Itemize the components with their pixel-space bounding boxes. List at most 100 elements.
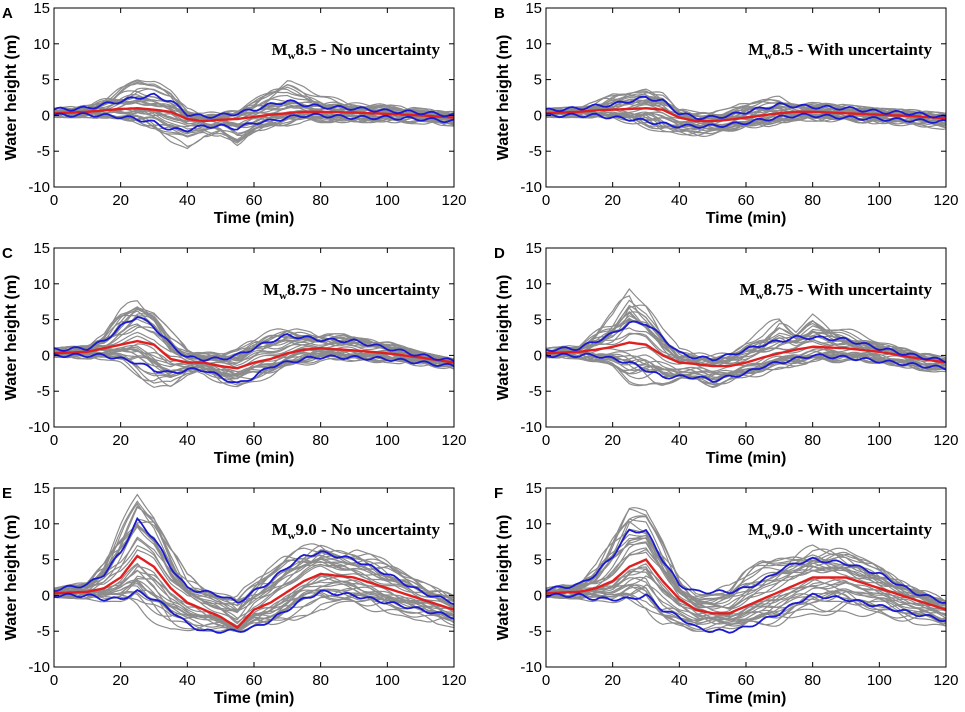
ensemble-line bbox=[54, 493, 454, 601]
y-tick-label: -10 bbox=[520, 659, 542, 676]
y-tick-label: -10 bbox=[28, 659, 50, 676]
upper-line bbox=[54, 516, 454, 606]
x-tick-label: 0 bbox=[50, 672, 58, 689]
median-line bbox=[54, 554, 454, 630]
panel-letter: D bbox=[494, 245, 505, 262]
x-tick-label: 60 bbox=[246, 192, 263, 209]
ensemble-line bbox=[546, 520, 946, 604]
panel-a: 0 20 40 60 80 100 120 15 10 5 0 -5 -10 Time (min) Wate… bbox=[2, 0, 467, 227]
x-tick-label: 60 bbox=[246, 432, 263, 449]
lower-line bbox=[54, 589, 454, 634]
y-axis-label: Water height (m) bbox=[3, 515, 20, 641]
y-tick-label: 0 bbox=[534, 587, 542, 604]
y-tick-label: 10 bbox=[33, 516, 50, 533]
plot-area bbox=[54, 493, 454, 634]
x-axis-label: Time (min) bbox=[214, 690, 295, 707]
upper-line bbox=[546, 95, 946, 121]
ensemble-line bbox=[546, 533, 946, 605]
x-tick-label: 80 bbox=[312, 432, 329, 449]
panel-letter: C bbox=[2, 245, 13, 262]
x-tick-label: 0 bbox=[542, 432, 550, 449]
ensemble-line bbox=[546, 568, 946, 618]
x-tick-label: 80 bbox=[312, 672, 329, 689]
panel-letter: A bbox=[2, 5, 13, 22]
x-tick-label: 60 bbox=[738, 432, 755, 449]
x-tick-label: 100 bbox=[375, 672, 400, 689]
ensemble-line bbox=[54, 79, 454, 116]
ensemble-line bbox=[546, 570, 946, 618]
upper-line bbox=[54, 92, 454, 119]
ensemble-line bbox=[54, 544, 454, 620]
ensemble-line bbox=[54, 523, 454, 621]
y-tick-label: 10 bbox=[33, 36, 50, 53]
lower-line bbox=[546, 352, 946, 383]
lower-line bbox=[546, 112, 946, 129]
plot-area bbox=[546, 288, 946, 389]
x-tick-label: 20 bbox=[604, 672, 621, 689]
ensemble-line bbox=[54, 351, 454, 384]
axes-frame bbox=[53, 247, 455, 428]
x-tick-label: 60 bbox=[246, 672, 263, 689]
ensemble-line bbox=[546, 304, 946, 360]
upper-line bbox=[546, 528, 946, 604]
ensemble-line bbox=[546, 566, 946, 620]
y-axis-label: Water height (m) bbox=[495, 275, 512, 401]
ensemble-line bbox=[54, 565, 454, 627]
ensemble-line bbox=[546, 88, 946, 120]
ensemble-line bbox=[54, 582, 454, 632]
panel-letter: F bbox=[494, 485, 503, 502]
y-tick-label: -10 bbox=[520, 179, 542, 196]
y-tick-label: 5 bbox=[534, 312, 542, 329]
x-tick-label: 0 bbox=[50, 192, 58, 209]
x-tick-label: 120 bbox=[933, 192, 958, 209]
ensemble-line bbox=[546, 534, 946, 603]
plot-area bbox=[546, 507, 946, 634]
y-tick-label: 15 bbox=[33, 240, 50, 257]
ensemble-line bbox=[546, 591, 946, 627]
lower-line bbox=[546, 592, 946, 634]
x-axis-label: Time (min) bbox=[214, 450, 295, 467]
x-tick-label: 100 bbox=[867, 192, 892, 209]
panel-letter: B bbox=[494, 5, 505, 22]
lower-line bbox=[54, 112, 454, 133]
y-tick-label: -5 bbox=[37, 623, 50, 640]
x-axis-label: Time (min) bbox=[706, 450, 787, 467]
y-tick-label: -5 bbox=[529, 383, 542, 400]
x-tick-label: 40 bbox=[671, 672, 688, 689]
panel-title: Mw9.0 - With uncertainty bbox=[748, 520, 932, 542]
y-tick-label: 5 bbox=[534, 552, 542, 569]
y-tick-label: -10 bbox=[28, 419, 50, 436]
x-tick-label: 80 bbox=[804, 672, 821, 689]
panel-title: Mw8.5 - No uncertainty bbox=[272, 40, 441, 62]
x-tick-label: 100 bbox=[375, 192, 400, 209]
y-tick-label: 10 bbox=[33, 276, 50, 293]
x-tick-label: 0 bbox=[542, 192, 550, 209]
y-tick-label: -10 bbox=[520, 419, 542, 436]
x-tick-label: 100 bbox=[375, 432, 400, 449]
ensemble-line bbox=[54, 522, 454, 603]
x-tick-label: 20 bbox=[112, 672, 129, 689]
ensemble-line bbox=[54, 536, 454, 625]
x-tick-label: 120 bbox=[441, 672, 466, 689]
ensemble-line bbox=[546, 551, 946, 610]
panel-c: 0 20 40 60 80 100 120 15 10 5 0 -5 -10 Time (min) Wate… bbox=[2, 240, 467, 467]
x-axis-label: Time (min) bbox=[706, 210, 787, 227]
x-tick-label: 80 bbox=[804, 432, 821, 449]
ensemble-line bbox=[546, 352, 946, 389]
median-line bbox=[546, 106, 946, 123]
ensemble-line bbox=[54, 80, 454, 119]
ensemble-line bbox=[54, 589, 454, 632]
y-tick-label: 15 bbox=[525, 240, 542, 257]
plot-area bbox=[546, 88, 946, 138]
ensemble-line bbox=[54, 347, 454, 377]
ensemble-line bbox=[54, 112, 454, 138]
x-tick-label: 20 bbox=[604, 192, 621, 209]
y-tick-label: 0 bbox=[534, 107, 542, 124]
ensemble-line bbox=[54, 82, 454, 119]
panel-f: 0 20 40 60 80 100 120 15 10 5 0 -5 -10 Time (min) Wate… bbox=[494, 480, 959, 707]
x-tick-label: 60 bbox=[738, 192, 755, 209]
upper-line bbox=[54, 316, 454, 362]
y-tick-label: 10 bbox=[525, 516, 542, 533]
ensemble-line bbox=[546, 352, 946, 377]
